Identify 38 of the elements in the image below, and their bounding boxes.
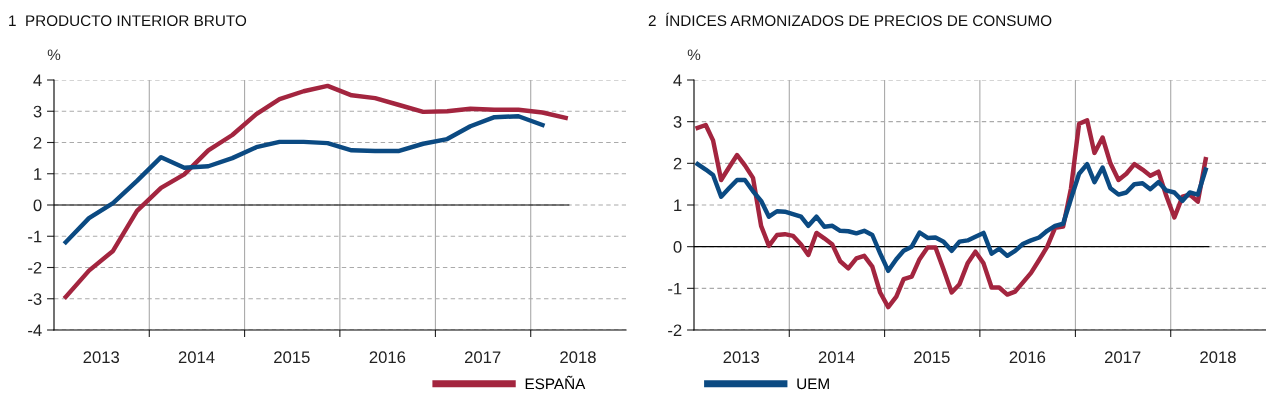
chart-title: 2 ÍNDICES ARMONIZADOS DE PRECIOS DE CONSUMO xyxy=(648,12,1052,27)
y-tick-label: -2 xyxy=(28,261,42,274)
line-series xyxy=(695,161,1208,274)
legend-label: UEM xyxy=(797,378,829,390)
y-tick-label: 4 xyxy=(673,74,682,87)
y-tick-label: -1 xyxy=(28,230,42,243)
y-tick-label: 2 xyxy=(33,136,42,149)
x-tick-label: 2017 xyxy=(1104,351,1141,364)
y-tick-label: -3 xyxy=(28,293,42,305)
x-tick-label: 2016 xyxy=(1009,351,1046,364)
y-tick-label: 2 xyxy=(673,157,682,170)
y-tick-label: 1 xyxy=(34,168,42,180)
y-tick-label: 1 xyxy=(674,199,682,212)
legend-label: ESPAÑA xyxy=(525,375,586,390)
y-tick-label: 0 xyxy=(33,199,42,212)
y-axis-title: % xyxy=(47,49,61,61)
y-tick-label: -1 xyxy=(668,282,682,295)
y-axis-title: % xyxy=(687,49,701,61)
chart-title: 1 PRODUCTO INTERIOR BRUTO xyxy=(9,15,247,27)
y-tick-label: 3 xyxy=(33,105,42,118)
x-tick-label: 2014 xyxy=(178,351,215,364)
x-tick-label: 2015 xyxy=(914,351,950,364)
y-tick-label: -4 xyxy=(28,324,42,337)
line-series xyxy=(63,83,568,300)
x-tick-label: 2018 xyxy=(560,351,596,364)
x-tick-label: 2013 xyxy=(723,351,760,364)
x-tick-label: 2014 xyxy=(818,351,855,364)
x-tick-label: 2017 xyxy=(464,351,501,364)
x-tick-label: 2016 xyxy=(369,351,406,364)
y-tick-label: -2 xyxy=(668,324,682,337)
line-series xyxy=(695,118,1208,310)
line-series xyxy=(63,114,545,245)
y-tick-label: 3 xyxy=(673,116,682,128)
x-tick-label: 2015 xyxy=(274,351,310,364)
x-tick-label: 2018 xyxy=(1200,351,1236,364)
y-tick-label: 0 xyxy=(673,241,682,253)
y-tick-label: 4 xyxy=(33,74,42,87)
x-tick-label: 2013 xyxy=(83,351,120,364)
